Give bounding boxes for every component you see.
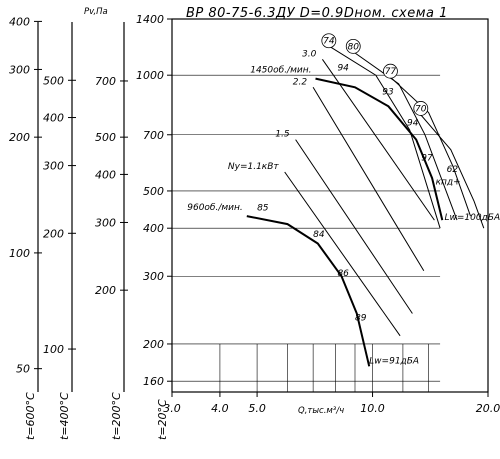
temp-axis-label: t=200°C	[110, 392, 123, 440]
x-tick-label: 10.0	[360, 402, 385, 415]
temp-axis-tick-label: 400	[95, 168, 116, 181]
temp-axis-tick-label: 300	[95, 216, 116, 229]
y-axis-label: Pv,Па	[84, 7, 108, 17]
overlay-lines-group	[284, 44, 485, 337]
efficiency-line	[326, 44, 441, 229]
efficiency-label: 70	[415, 104, 427, 114]
annotation-label: Lw=91дБА	[369, 356, 419, 366]
efficiency-label: 80	[348, 42, 360, 52]
efficiency-marker	[345, 39, 361, 54]
power-line	[312, 87, 425, 272]
efficiency-label: 77	[385, 67, 397, 77]
efficiency-marker	[383, 63, 398, 79]
temp-axis-tick-label: 200	[95, 284, 116, 297]
annotation-label: 62	[447, 165, 459, 175]
temp-axis-tick-label: 200	[9, 131, 30, 144]
temp-axis-label: t=20°C	[156, 399, 169, 440]
annotation-label: Lw=100дБА	[444, 213, 500, 223]
annotation-label: 97	[421, 153, 433, 163]
annotation-label: 89	[355, 314, 367, 324]
y-tick-label: 1000	[136, 69, 164, 82]
annotation-label: 94	[407, 118, 419, 128]
temp-axis-tick-label: 400	[9, 15, 30, 28]
power-label: 2.2	[293, 77, 308, 87]
efficiency-label: 74	[323, 37, 335, 47]
y-tick-label: 160	[143, 375, 164, 388]
temp-axis-label: t=400°C	[58, 392, 71, 440]
x-tick-label: 4.0	[211, 402, 229, 415]
x-axis-label: Q,тыс.м³/ч	[298, 406, 344, 416]
labels-group: 74 80 77 70 3.0 2.2 1.5 Ny=1.1кВт 1450об./мин. 96…	[187, 33, 500, 366]
power-label: 3.0	[302, 49, 317, 59]
annotation-label: кпд+	[436, 177, 461, 187]
gridlines-group	[172, 74, 441, 392]
efficiency-line	[418, 112, 485, 229]
x-tick-label: 5.0	[248, 402, 266, 415]
temp-axis-tick-label: 700	[95, 75, 116, 88]
y-tick-label: 700	[143, 129, 164, 142]
temp-axis-tick-label: 500	[95, 131, 116, 144]
fan-curve-label: 1450об./мин.	[250, 66, 311, 76]
annotation-label: 86	[337, 269, 349, 279]
power-label: 1.5	[275, 130, 290, 140]
curves-group	[246, 77, 444, 367]
efficiency-marker	[413, 101, 429, 116]
fan-curve	[315, 77, 444, 221]
temp-axis-tick-label: 100	[9, 247, 30, 260]
efficiency-line	[351, 49, 458, 221]
temp-axis-tick-label: 50	[16, 363, 30, 376]
fan-curve-label: 960об./мин.	[187, 203, 243, 213]
y-tick-label: 500	[143, 185, 164, 198]
temp-axis-label: t=600°C	[24, 392, 37, 440]
temp-axis-tick-label: 200	[43, 227, 64, 240]
power-label: Ny=1.1кВт	[228, 162, 280, 172]
efficiency-line	[388, 74, 471, 217]
efficiency-marker	[321, 33, 337, 49]
temp-axis-tick-label: 400	[43, 112, 64, 125]
y-tick-label: 200	[143, 338, 164, 351]
plot-frame	[171, 18, 489, 393]
temp-axis-tick-label: 300	[9, 63, 30, 76]
annotation-label: 93	[382, 88, 394, 98]
power-line	[321, 59, 435, 221]
y-tick-label: 400	[143, 222, 164, 235]
annotation-label: 85	[257, 203, 269, 213]
annotation-label: 94	[337, 63, 349, 73]
power-line	[295, 139, 413, 314]
temp-axis-tick-label: 500	[43, 74, 64, 87]
axes-group: 160 200 300 400 500 700 1000 1400 3.0 4.0 5.0 10.0 2…	[9, 7, 500, 440]
temp-axis-tick-label: 100	[43, 343, 64, 356]
x-tick-label: 20.0	[476, 402, 500, 415]
x-tick-label: 3.0	[163, 402, 181, 415]
y-tick-label: 300	[143, 270, 164, 283]
fan-curve	[246, 215, 371, 367]
power-line	[284, 171, 401, 337]
annotation-label: 84	[313, 230, 325, 240]
temp-axis-tick-label: 300	[43, 160, 64, 173]
chart-title: ВР 80-75-6.3ДУ D=0.9Dном. схема 1	[186, 6, 448, 21]
y-tick-label: 1400	[136, 13, 164, 26]
